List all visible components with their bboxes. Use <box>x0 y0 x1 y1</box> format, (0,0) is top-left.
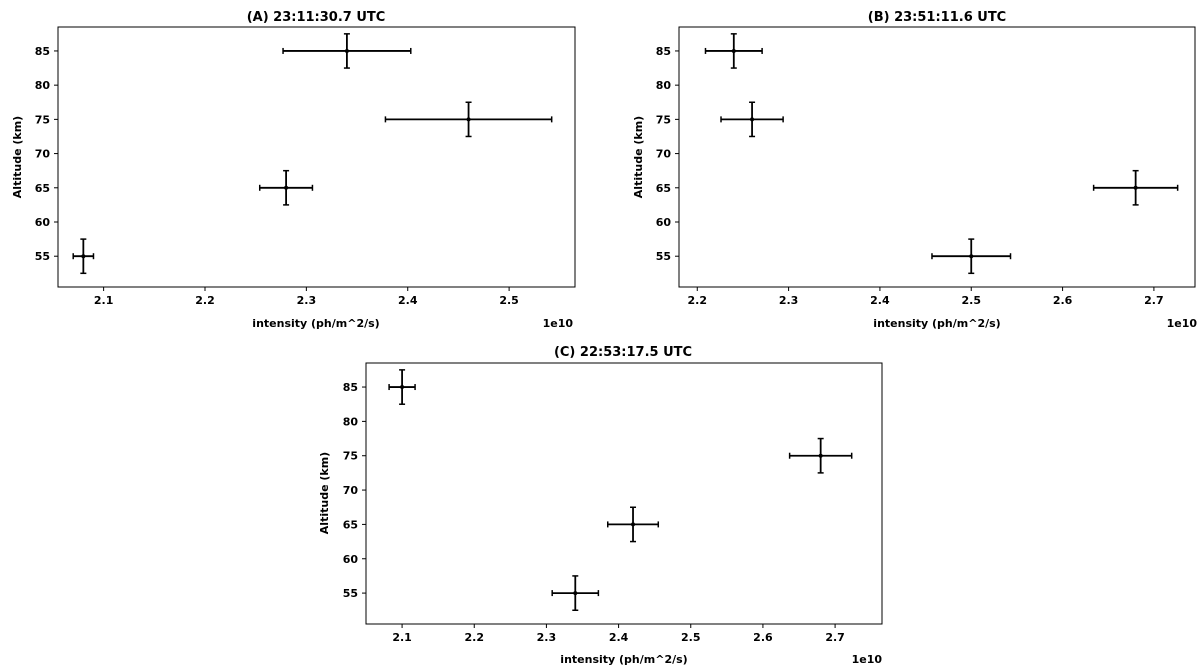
panel-c-y-tick-label: 75 <box>343 450 358 463</box>
panel-b-x-tick-label: 2.2 <box>688 294 708 307</box>
panel-b-y-tick-label: 85 <box>656 45 671 58</box>
panel-c-y-tick-label: 60 <box>343 553 359 566</box>
point-marker <box>818 453 823 458</box>
panel-a-ylabel: Altitude (km) <box>11 116 24 198</box>
panel-c-data-point <box>788 437 853 474</box>
panel-a-x-tick-label: 2.2 <box>195 294 215 307</box>
panel-b-offset-label: 1e10 <box>1167 317 1198 330</box>
panel-c-x-tick-label: 2.5 <box>681 631 701 644</box>
panel-c-y-tick-label: 85 <box>343 381 358 394</box>
panel-c-x-tick-label: 2.3 <box>537 631 557 644</box>
point-marker <box>750 117 755 122</box>
panel-c-x-tick-label: 2.4 <box>609 631 629 644</box>
panel-c-xlabel: intensity (ph/m^2/s) <box>560 653 687 666</box>
panel-c-data-point <box>551 575 600 612</box>
panel-c-x-tick-label: 2.7 <box>825 631 845 644</box>
panel-a: (A) 23:11:30.7 UTC intensity (ph/m^2/s) … <box>11 10 576 330</box>
panel-c-y-tick-label: 80 <box>343 415 359 428</box>
panel-b-y-tick-label: 75 <box>656 113 671 126</box>
panel-c-x-tick-label: 2.2 <box>465 631 485 644</box>
panel-c-title: (C) 22:53:17.5 UTC <box>554 345 692 360</box>
panel-b-x-tick-label: 2.7 <box>1144 294 1164 307</box>
panel-b-y-tick-label: 80 <box>656 79 672 92</box>
panel-a-y-tick-label: 65 <box>35 182 50 195</box>
panel-a-y-ticks: 55 60 65 70 75 80 85 <box>35 45 58 263</box>
panel-b-x-tick-label: 2.5 <box>961 294 981 307</box>
panel-c-y-tick-label: 65 <box>343 518 358 531</box>
panel-a-points <box>72 33 553 275</box>
panel-b-x-tick-label: 2.3 <box>779 294 799 307</box>
panel-a-x-tick-label: 2.4 <box>398 294 418 307</box>
panel-a-x-ticks: 2.1 2.2 2.3 2.4 2.5 <box>94 287 519 307</box>
panel-b-data-point <box>931 238 1012 275</box>
panel-b-y-ticks: 55 60 65 70 75 80 85 <box>656 45 679 263</box>
panel-b-ylabel: Altitude (km) <box>632 116 645 198</box>
panel-c-data-point <box>388 369 416 405</box>
panel-a-y-tick-label: 70 <box>35 148 51 161</box>
panel-b-y-tick-label: 65 <box>656 182 671 195</box>
panel-c-ylabel: Altitude (km) <box>318 452 331 534</box>
panel-b-x-tick-label: 2.4 <box>870 294 890 307</box>
panel-a-x-tick-label: 2.5 <box>499 294 519 307</box>
point-marker <box>1133 185 1138 190</box>
panel-a-y-tick-label: 80 <box>35 79 51 92</box>
panel-b-points <box>704 33 1179 275</box>
panel-c-points <box>388 369 853 612</box>
panel-a-x-tick-label: 2.1 <box>94 294 114 307</box>
panel-a-y-tick-label: 85 <box>35 45 50 58</box>
panel-b-y-tick-label: 60 <box>656 216 672 229</box>
panel-c-y-tick-label: 55 <box>343 587 358 600</box>
panel-c-offset-label: 1e10 <box>852 653 883 666</box>
panel-c-frame <box>365 362 883 625</box>
point-marker <box>731 48 736 53</box>
panel-a-data-point <box>72 238 95 275</box>
panel-a-xlabel: intensity (ph/m^2/s) <box>252 317 379 330</box>
panel-b: (B) 23:51:11.6 UTC intensity (ph/m^2/s) … <box>632 10 1197 330</box>
point-marker <box>81 254 86 259</box>
point-marker <box>344 48 349 53</box>
panel-b-y-tick-label: 70 <box>656 148 672 161</box>
panel-a-offset-label: 1e10 <box>543 317 574 330</box>
point-marker <box>573 591 578 596</box>
panel-c-x-tick-label: 2.1 <box>392 631 412 644</box>
panel-b-data-point <box>720 101 784 138</box>
panel-b-data-point <box>704 33 763 69</box>
panel-b-x-ticks: 2.2 2.3 2.4 2.5 2.6 2.7 <box>688 287 1164 307</box>
point-marker <box>400 385 405 390</box>
panel-c-y-ticks: 55 60 65 70 75 80 85 <box>343 381 366 600</box>
panel-c-y-tick-label: 70 <box>343 484 359 497</box>
panel-a-title: (A) 23:11:30.7 UTC <box>247 10 386 25</box>
point-marker <box>284 185 289 190</box>
panel-a-y-tick-label: 60 <box>35 216 51 229</box>
panel-c-data-point <box>607 506 660 543</box>
panel-b-y-tick-label: 55 <box>656 250 671 263</box>
panel-b-title: (B) 23:51:11.6 UTC <box>868 10 1006 25</box>
panel-c: (C) 22:53:17.5 UTC intensity (ph/m^2/s) … <box>318 345 883 666</box>
panel-b-x-tick-label: 2.6 <box>1053 294 1073 307</box>
panel-a-y-tick-label: 75 <box>35 113 50 126</box>
panel-a-x-tick-label: 2.3 <box>297 294 317 307</box>
panel-a-data-point <box>258 169 314 206</box>
panel-b-frame <box>678 26 1196 288</box>
point-marker <box>466 117 471 122</box>
panel-a-frame <box>57 26 576 288</box>
panel-c-x-ticks: 2.1 2.2 2.3 2.4 2.5 2.6 2.7 <box>392 624 845 644</box>
panel-b-xlabel: intensity (ph/m^2/s) <box>873 317 1000 330</box>
panel-a-y-tick-label: 55 <box>35 250 50 263</box>
panel-c-x-tick-label: 2.6 <box>753 631 773 644</box>
point-marker <box>631 522 636 527</box>
panel-a-data-point <box>282 33 412 69</box>
panel-b-data-point <box>1092 169 1179 206</box>
point-marker <box>969 254 974 259</box>
panel-a-data-point <box>384 101 553 138</box>
